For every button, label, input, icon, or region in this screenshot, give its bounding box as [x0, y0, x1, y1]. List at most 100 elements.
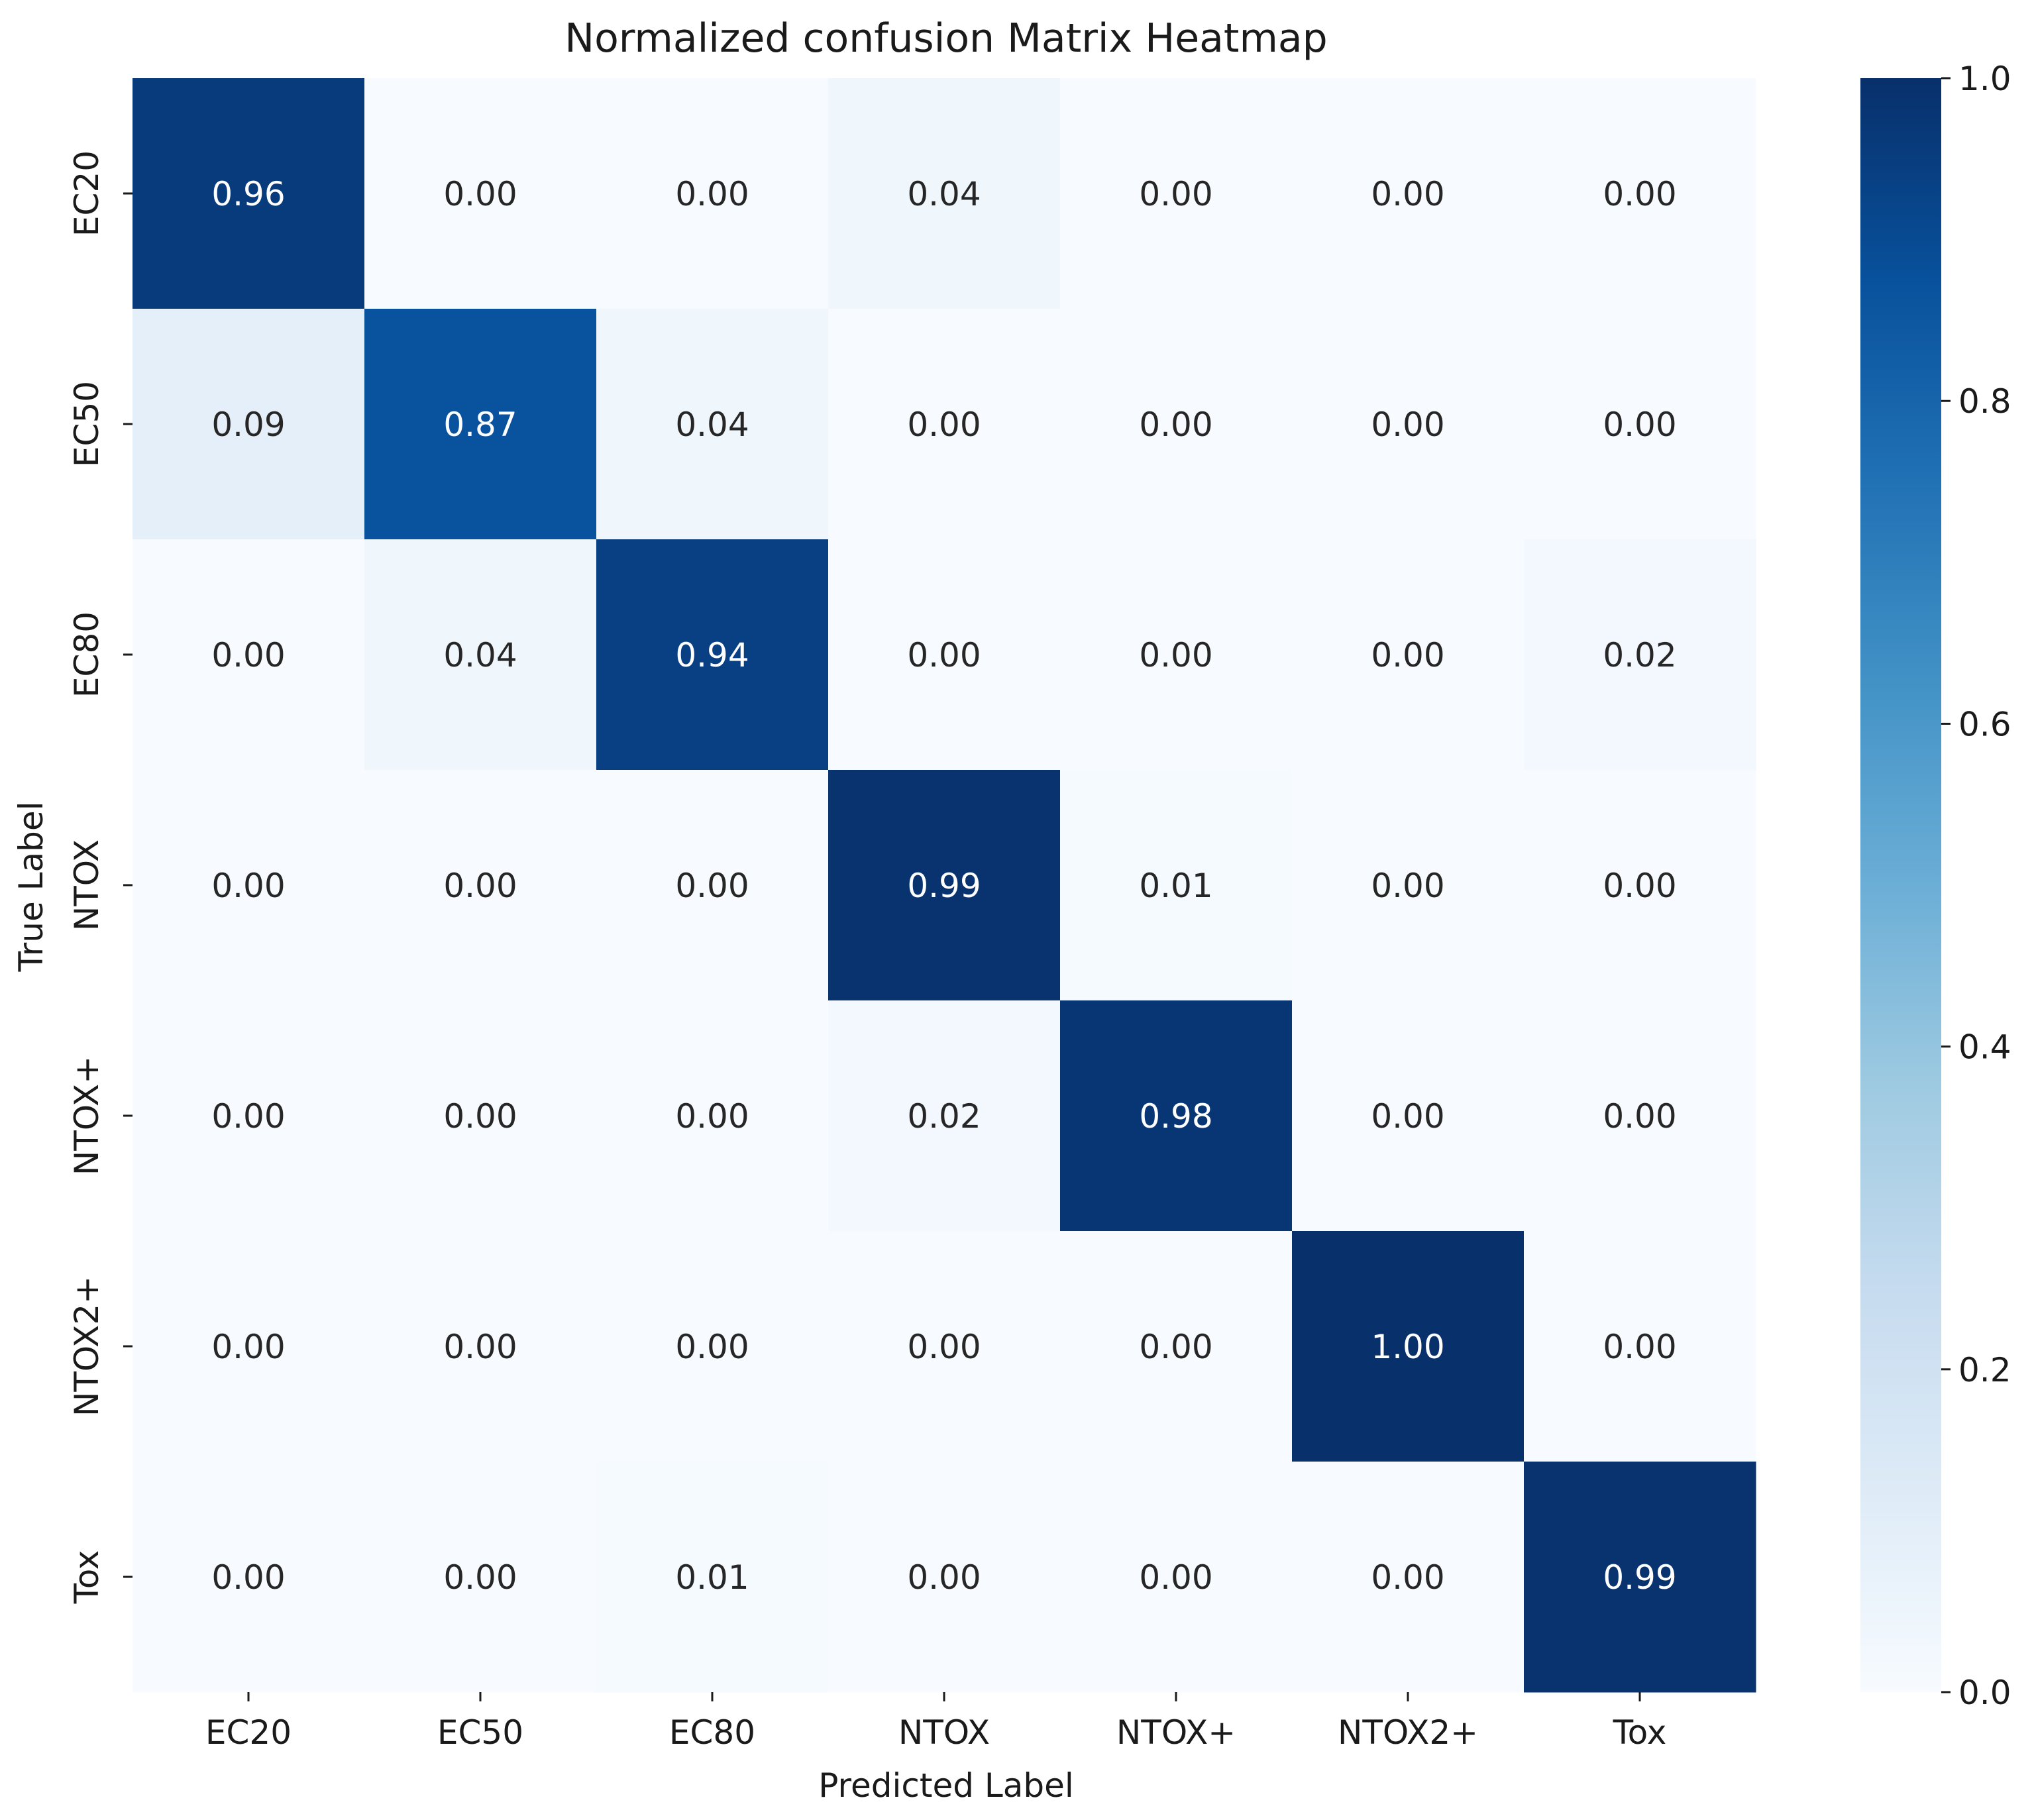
x-tick-label: EC20 — [205, 1713, 292, 1752]
y-tick-label: NTOX — [68, 839, 106, 931]
cell-annotation: 0.02 — [907, 1097, 981, 1136]
heatmap-cell — [828, 309, 1061, 540]
cell-annotation: 0.00 — [1371, 867, 1444, 905]
heatmap-cell — [1292, 770, 1525, 1001]
x-tick-label: EC50 — [437, 1713, 523, 1752]
y-tick-label: EC50 — [68, 381, 106, 467]
y-tick-label: Tox — [68, 1550, 106, 1605]
heatmap-cell — [828, 1462, 1061, 1693]
heatmap-cell — [1060, 1231, 1293, 1462]
x-axis: EC20 EC50 EC80 NTOX NTOX+ NTOX2+ Tox — [205, 1692, 1666, 1752]
cell-annotation: 0.00 — [1139, 1328, 1212, 1366]
heatmap-cell — [133, 1462, 365, 1693]
heatmap-cell — [1292, 309, 1525, 540]
heatmap-cell — [133, 539, 365, 771]
heatmap-cell — [596, 1000, 829, 1232]
heatmap-cell — [1060, 309, 1293, 540]
y-axis-label: True Label — [12, 802, 50, 973]
cell-annotation: 0.87 — [443, 405, 517, 444]
heatmap-cell — [1292, 1462, 1525, 1693]
cell-annotation: 0.00 — [1371, 1097, 1444, 1136]
cell-annotation: 0.00 — [443, 1097, 517, 1136]
y-tick-label: EC80 — [68, 612, 106, 698]
cell-annotation: 0.00 — [1139, 405, 1212, 444]
cell-annotation: 0.02 — [1603, 636, 1676, 674]
heatmap-cell — [828, 1231, 1061, 1462]
cell-annotation: 0.99 — [1603, 1558, 1676, 1597]
cell-annotation: 0.00 — [211, 1097, 285, 1136]
colorbar-tick-label: 0.4 — [1958, 1028, 2011, 1067]
x-tick-label: NTOX — [898, 1713, 990, 1752]
heatmap-cell — [596, 1462, 829, 1693]
cell-annotation: 0.00 — [443, 175, 517, 213]
cell-annotation: 1.00 — [1371, 1328, 1444, 1366]
heatmap-cell — [596, 1231, 829, 1462]
heatmap-cell — [1060, 539, 1293, 771]
colorbar-tick-label: 0.0 — [1958, 1674, 2011, 1712]
chart-title: Normalized confusion Matrix Heatmap — [564, 15, 1328, 62]
cell-annotation: 0.00 — [1371, 636, 1444, 674]
cell-annotation: 0.00 — [443, 1328, 517, 1366]
cell-annotation: 0.00 — [675, 175, 749, 213]
heatmap-cell — [1292, 1231, 1525, 1462]
heatmap-cell — [364, 1000, 597, 1232]
heatmap-cell — [133, 770, 365, 1001]
y-tick-label: NTOX2+ — [68, 1276, 106, 1417]
cell-annotation: 0.98 — [1139, 1097, 1212, 1136]
cell-annotation: 0.04 — [443, 636, 517, 674]
heatmap-cell — [364, 539, 597, 771]
colorbar-tick-label: 0.6 — [1958, 705, 2011, 743]
cell-annotation: 0.04 — [907, 175, 981, 213]
heatmap-cell — [133, 1231, 365, 1462]
heatmap-cell — [1292, 1000, 1525, 1232]
cell-annotation: 0.00 — [1139, 175, 1212, 213]
heatmap-cells — [133, 78, 1756, 1693]
cell-annotation: 0.00 — [211, 1328, 285, 1366]
heatmap-cell — [828, 539, 1061, 771]
cell-annotation: 0.00 — [1139, 636, 1212, 674]
heatmap-cell — [596, 539, 829, 771]
heatmap-cell — [1292, 78, 1525, 309]
heatmap-cell — [364, 78, 597, 309]
colorbar-tick-label: 0.2 — [1958, 1351, 2011, 1389]
cell-annotation: 0.00 — [675, 1097, 749, 1136]
cell-annotation: 0.00 — [1603, 1328, 1676, 1366]
cell-annotation: 0.00 — [211, 1558, 285, 1597]
cell-annotation: 0.00 — [907, 405, 981, 444]
heatmap-cell — [1524, 770, 1756, 1001]
heatmap-cell — [364, 770, 597, 1001]
cell-annotation: 0.00 — [675, 867, 749, 905]
y-tick-label: EC20 — [68, 150, 106, 237]
heatmap-cell — [1524, 78, 1756, 309]
cell-annotation: 0.00 — [1139, 1558, 1212, 1597]
cell-annotation: 0.00 — [1603, 405, 1676, 444]
cell-annotation: 0.09 — [211, 405, 285, 444]
colorbar: 0.0 0.2 0.4 0.6 0.8 1.0 — [1860, 60, 2011, 1712]
cell-annotations: 0.96 0.00 0.00 0.04 0.00 0.00 0.00 0.09 0.87 0.04… — [211, 175, 1676, 1597]
heatmap-cell — [1060, 1462, 1293, 1693]
heatmap-cell — [596, 78, 829, 309]
x-tick-label: Tox — [1613, 1713, 1667, 1752]
heatmap-cell — [364, 1462, 597, 1693]
heatmap-cell — [1524, 539, 1756, 771]
x-axis-label: Predicted Label — [818, 1766, 1074, 1805]
heatmap-cell — [1060, 1000, 1293, 1232]
heatmap-cell — [1524, 309, 1756, 540]
cell-annotation: 0.01 — [1139, 867, 1212, 905]
heatmap-cell — [133, 1000, 365, 1232]
x-tick-label: EC80 — [669, 1713, 755, 1752]
cell-annotation: 0.00 — [1603, 175, 1676, 213]
y-axis: EC20 EC50 EC80 NTOX NTOX+ NTOX2+ Tox — [68, 150, 133, 1604]
cell-annotation: 0.00 — [211, 867, 285, 905]
heatmap-cell — [1524, 1231, 1756, 1462]
cell-annotation: 0.00 — [1371, 405, 1444, 444]
heatmap-cell — [1524, 1462, 1756, 1693]
cell-annotation: 0.01 — [675, 1558, 749, 1597]
x-tick-label: NTOX+ — [1116, 1713, 1236, 1752]
heatmap-cell — [1060, 78, 1293, 309]
cell-annotation: 0.00 — [211, 636, 285, 674]
heatmap-cell — [596, 770, 829, 1001]
cell-annotation: 0.00 — [1603, 1097, 1676, 1136]
cell-annotation: 0.00 — [1603, 867, 1676, 905]
